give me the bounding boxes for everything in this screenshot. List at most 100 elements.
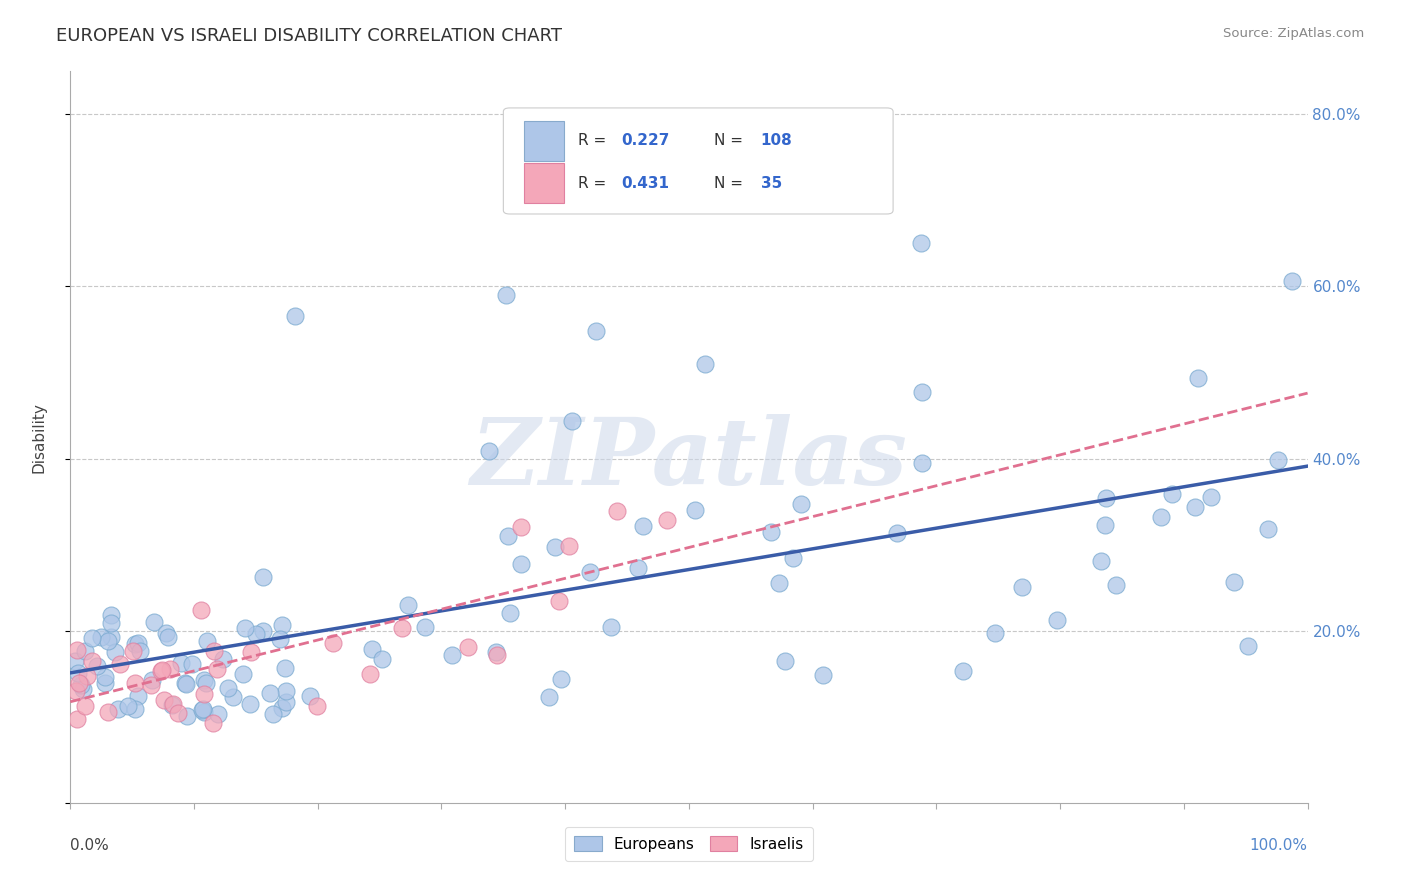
Point: [66, 712, 89, 726]
Point: [222, 690, 245, 704]
Point: [548, 594, 571, 608]
Point: [160, 698, 183, 712]
FancyBboxPatch shape: [503, 108, 893, 214]
Point: [100, 615, 122, 630]
Point: [1011, 580, 1033, 594]
Text: 0.227: 0.227: [621, 133, 669, 148]
Point: [108, 657, 131, 671]
Point: [284, 309, 307, 323]
Point: [190, 603, 212, 617]
Point: [67, 675, 90, 690]
Point: [121, 644, 143, 658]
Point: [65, 684, 87, 698]
Point: [585, 324, 607, 338]
Point: [631, 519, 654, 533]
Point: [124, 702, 146, 716]
FancyBboxPatch shape: [524, 121, 564, 161]
Point: [86, 658, 108, 673]
Point: [127, 636, 149, 650]
Text: EUROPEAN VS ISRAELI DISABILITY CORRELATION CHART: EUROPEAN VS ISRAELI DISABILITY CORRELATI…: [56, 27, 562, 45]
Point: [90, 630, 112, 644]
Point: [537, 690, 560, 705]
Point: [627, 560, 650, 574]
Point: [305, 699, 328, 714]
Point: [195, 634, 218, 648]
Legend: Europeans, Israelis: Europeans, Israelis: [565, 827, 813, 861]
Point: [495, 287, 517, 301]
Text: 0.431: 0.431: [621, 176, 669, 191]
Point: [886, 525, 908, 540]
Point: [499, 607, 522, 621]
Point: [73, 644, 96, 658]
Point: [693, 357, 716, 371]
Point: [124, 676, 146, 690]
Point: [139, 678, 162, 692]
Point: [94, 670, 117, 684]
Text: N =: N =: [714, 176, 748, 191]
Point: [259, 686, 281, 700]
Point: [169, 656, 191, 670]
Point: [558, 539, 581, 553]
Point: [550, 672, 572, 686]
Point: [94, 676, 117, 690]
Point: [1187, 370, 1209, 384]
Point: [141, 673, 163, 687]
Point: [276, 695, 298, 709]
Point: [457, 640, 479, 654]
Text: 0.0%: 0.0%: [70, 838, 110, 854]
Point: [391, 621, 413, 635]
Point: [97, 634, 120, 648]
Point: [193, 702, 215, 716]
Point: [655, 513, 678, 527]
Point: [322, 636, 344, 650]
Point: [117, 698, 139, 713]
Text: R =: R =: [578, 133, 610, 148]
Y-axis label: Disability: Disability: [32, 401, 46, 473]
Text: R =: R =: [578, 176, 610, 191]
Point: [104, 645, 127, 659]
Point: [359, 667, 381, 681]
Point: [202, 644, 225, 658]
Point: [232, 667, 254, 681]
Point: [176, 709, 198, 723]
Point: [1150, 510, 1173, 524]
Point: [811, 668, 834, 682]
Point: [76, 669, 98, 683]
Point: [217, 681, 239, 695]
Point: [276, 684, 298, 698]
Point: [239, 698, 262, 712]
Text: 35: 35: [761, 176, 782, 191]
Point: [478, 443, 501, 458]
Point: [1090, 554, 1112, 568]
Point: [952, 664, 974, 678]
Point: [509, 557, 531, 571]
Point: [155, 625, 177, 640]
Point: [100, 630, 122, 644]
Point: [193, 673, 215, 687]
Point: [441, 648, 464, 662]
Text: N =: N =: [714, 133, 748, 148]
Point: [790, 497, 813, 511]
Point: [100, 607, 122, 622]
Point: [1267, 452, 1289, 467]
Point: [683, 503, 706, 517]
Point: [211, 652, 233, 666]
Point: [162, 698, 184, 712]
Point: [72, 681, 94, 696]
Point: [911, 385, 934, 400]
Text: 108: 108: [761, 133, 793, 148]
Point: [149, 665, 172, 679]
Point: [1257, 522, 1279, 536]
Text: ZIPatlas: ZIPatlas: [471, 414, 907, 504]
Point: [270, 618, 292, 632]
Point: [396, 598, 419, 612]
Point: [299, 689, 322, 703]
Point: [984, 625, 1007, 640]
Point: [600, 620, 623, 634]
Point: [759, 524, 782, 539]
Point: [782, 550, 804, 565]
Point: [911, 456, 934, 470]
Point: [181, 657, 204, 672]
Point: [1094, 517, 1116, 532]
Point: [1222, 574, 1244, 589]
